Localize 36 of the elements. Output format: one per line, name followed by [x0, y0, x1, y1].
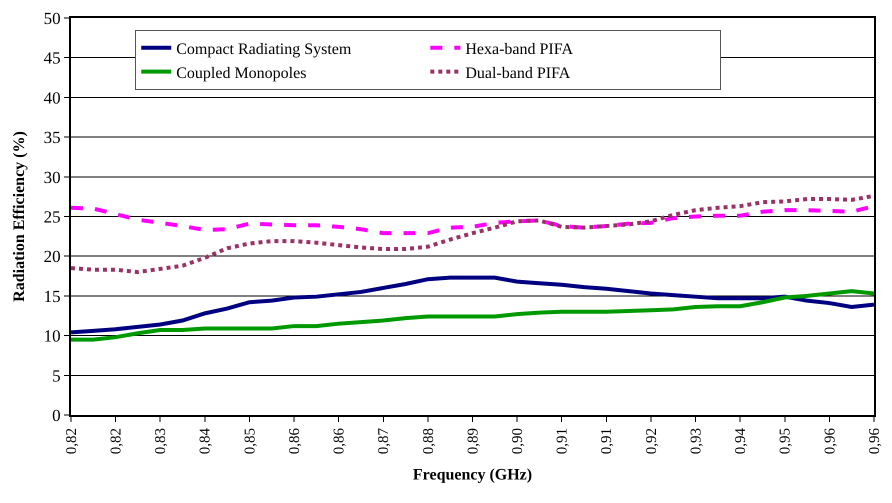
- x-tick-label: 0,82: [64, 428, 80, 454]
- y-tick-label: 35: [44, 128, 61, 148]
- x-tick-label: 0,87: [376, 428, 392, 454]
- x-tick-label: 0,88: [420, 428, 437, 454]
- x-tick-label: 0,90: [510, 428, 526, 454]
- legend-label: Compact Radiating System: [176, 41, 352, 58]
- x-tick-label: 0,85: [242, 428, 258, 454]
- x-tick-label: 0,92: [644, 428, 660, 454]
- y-tick-label: 0: [52, 406, 61, 425]
- x-tick-label: 0,83: [153, 428, 170, 454]
- legend-label: Coupled Monopoles: [176, 64, 306, 82]
- y-tick-label: 25: [44, 207, 61, 226]
- y-tick-label: 45: [44, 48, 61, 68]
- y-tick-label: 40: [44, 88, 61, 108]
- y-tick-label: 10: [44, 326, 61, 346]
- x-tick-label: 0,91: [599, 428, 616, 454]
- x-axis-title: Frequency (GHz): [412, 466, 532, 484]
- x-tick-label: 0,84: [198, 428, 214, 454]
- x-tick-label: 0,95: [778, 428, 794, 454]
- x-tick-label: 0,91: [554, 428, 571, 454]
- x-tick-label: 0,89: [465, 428, 482, 454]
- y-tick-label: 50: [44, 8, 61, 28]
- x-tick-label: 0,96: [822, 428, 838, 454]
- y-tick-label: 30: [44, 168, 61, 187]
- y-axis-title: Radiation Efficiency (%): [11, 131, 28, 302]
- legend-label: Hexa-band PIFA: [465, 41, 574, 58]
- y-tick-label: 5: [52, 366, 61, 386]
- x-tick-label: 0,86: [286, 428, 303, 454]
- x-tick-label: 0,86: [332, 428, 348, 454]
- y-tick-label: 20: [44, 247, 61, 266]
- x-tick-label: 0,94: [733, 428, 750, 454]
- x-tick-label: 0,93: [688, 428, 704, 454]
- y-tick-label: 15: [44, 286, 61, 306]
- x-tick-label: 0,82: [108, 428, 124, 454]
- x-tick-label: 0,96: [866, 428, 883, 454]
- legend-label: Dual-band PIFA: [465, 64, 571, 82]
